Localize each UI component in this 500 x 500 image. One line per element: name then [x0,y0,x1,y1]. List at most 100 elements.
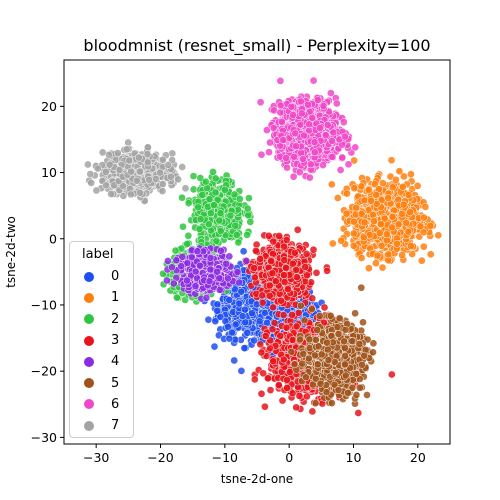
data-point [417,256,426,265]
data-point [426,250,435,259]
data-point [216,209,225,218]
data-point [280,256,289,264]
data-point [279,311,288,319]
data-point [375,229,384,237]
data-point [210,201,218,209]
data-point [392,175,400,184]
data-point [258,298,267,307]
data-point [213,306,222,315]
data-point [288,259,297,268]
data-point [328,239,337,248]
data-point [243,231,251,239]
data-point [261,332,270,340]
data-point [388,223,396,232]
data-point [406,208,414,216]
data-point [266,386,275,394]
data-point [198,191,207,199]
data-point [284,285,292,293]
data-point [282,236,291,244]
data-point [248,309,256,318]
data-point [372,191,381,199]
data-point [276,332,285,340]
data-point [337,236,346,245]
series-1 [327,156,443,273]
data-point [350,184,359,193]
data-point [189,172,198,180]
data-point [257,389,266,398]
data-point [350,217,358,226]
data-point [308,294,317,303]
data-point [413,182,422,190]
data-point [280,242,288,251]
data-point [309,245,318,254]
data-point [269,357,278,366]
data-point [384,194,393,202]
data-point [378,179,387,188]
data-point [250,264,258,272]
data-point [265,291,274,300]
data-point [244,211,253,220]
data-point [399,200,408,209]
data-point [235,299,243,308]
data-point [343,189,351,198]
data-point [171,246,180,255]
data-point [279,355,288,364]
data-point [349,241,358,250]
data-point [225,296,234,304]
data-point [357,254,366,262]
data-point [264,374,272,383]
data-point [365,264,373,273]
data-point [256,340,265,349]
data-point [295,392,304,400]
data-point [228,328,236,337]
data-point [195,225,204,233]
data-point [261,402,269,411]
data-point [323,266,331,275]
data-point [211,188,220,197]
data-point [290,248,299,257]
data-point [234,238,243,247]
data-point [395,167,404,176]
data-point [268,269,277,278]
data-point [237,287,246,296]
data-point [378,263,387,272]
data-point [255,317,264,326]
data-point [384,250,393,259]
data-point [238,312,247,321]
data-point [293,225,302,234]
data-point [231,320,240,329]
data-point [243,204,252,213]
data-point [372,259,380,268]
data-point [232,231,241,239]
data-point [360,218,369,227]
data-point [266,344,274,353]
data-point [301,263,310,271]
data-point [288,336,297,344]
data-point [426,222,435,230]
data-point [367,196,375,205]
data-point [278,396,287,405]
data-point [404,191,413,199]
data-point [205,195,214,204]
data-point [398,209,406,218]
data-point [178,193,186,202]
data-point [393,239,401,248]
data-point [398,251,406,260]
data-point [265,281,274,290]
data-point [212,236,221,245]
data-point [404,227,413,236]
data-point [206,209,215,218]
data-point [394,220,403,229]
data-point [312,268,321,277]
data-point [211,174,220,183]
data-point [382,230,391,239]
data-point [268,325,277,334]
data-point [352,203,361,212]
data-point [204,315,213,324]
data-point [205,220,213,229]
data-point [179,222,187,231]
data-point [226,211,235,220]
data-point [209,168,217,176]
data-point [282,323,291,332]
